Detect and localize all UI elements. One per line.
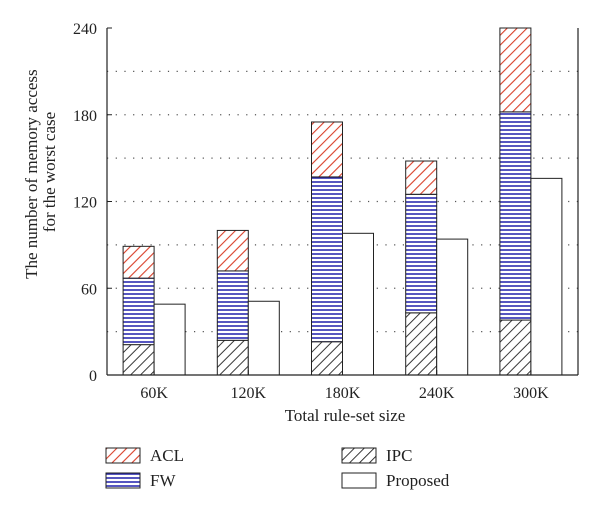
bar-proposed-300k (530, 177, 563, 376)
bar-fw-120k (216, 270, 249, 341)
ticks: 60K 120K 180K 240K 300K 0 60 120 180 240 (73, 21, 549, 402)
y-tick-label: 60 (81, 281, 97, 298)
bar-proposed-60k (153, 303, 186, 376)
y-tick-label: 0 (89, 368, 97, 385)
legend-swatch-acl (105, 447, 141, 464)
y-tick-label: 240 (73, 21, 97, 38)
bar-proposed-120k (247, 300, 280, 376)
bar-proposed-240k (436, 238, 469, 376)
bar-fw-180k (311, 176, 343, 343)
legend-label-proposed: Proposed (386, 471, 450, 490)
y-tick-label: 120 (73, 195, 97, 212)
legend-swatch-fw (105, 472, 141, 489)
bar-ipc-180k (311, 341, 343, 376)
x-tick-label: 60K (140, 385, 168, 402)
bar-acl-300k (499, 27, 532, 113)
legend-label-ipc: IPC (386, 446, 412, 465)
bar-fw-240k (405, 193, 438, 314)
legend-label-fw: FW (150, 471, 176, 490)
y-axis-label-line-1: The number of memory access (22, 69, 41, 279)
bar-ipc-120k (216, 339, 249, 376)
bar-ipc-240k (405, 312, 438, 376)
bar-proposed-180k (342, 232, 374, 376)
bar-ipc-60k (122, 344, 155, 376)
bar-ipc-300k (499, 319, 532, 376)
y-axis-label: The number of memory access for the wors… (22, 65, 59, 279)
bars (122, 27, 563, 376)
bar-acl-180k (311, 121, 343, 178)
legend-label-acl: ACL (150, 446, 184, 465)
bar-fw-60k (122, 277, 155, 346)
legend-swatch-ipc (341, 447, 377, 464)
bar-acl-120k (216, 229, 249, 272)
y-tick-label: 180 (73, 108, 97, 125)
bar-fw-300k (499, 111, 532, 321)
bar-acl-60k (122, 245, 155, 279)
legend: ACL IPC FW Proposed (105, 446, 450, 490)
x-tick-label: 120K (231, 385, 267, 402)
bar-acl-240k (405, 160, 438, 195)
x-tick-label: 300K (513, 385, 549, 402)
x-tick-label: 180K (325, 385, 361, 402)
legend-swatch-proposed (341, 472, 377, 489)
x-axis-label: Total rule-set size (285, 406, 406, 425)
x-tick-label: 240K (419, 385, 455, 402)
y-axis-label-line-2: for the worst case (40, 112, 59, 232)
